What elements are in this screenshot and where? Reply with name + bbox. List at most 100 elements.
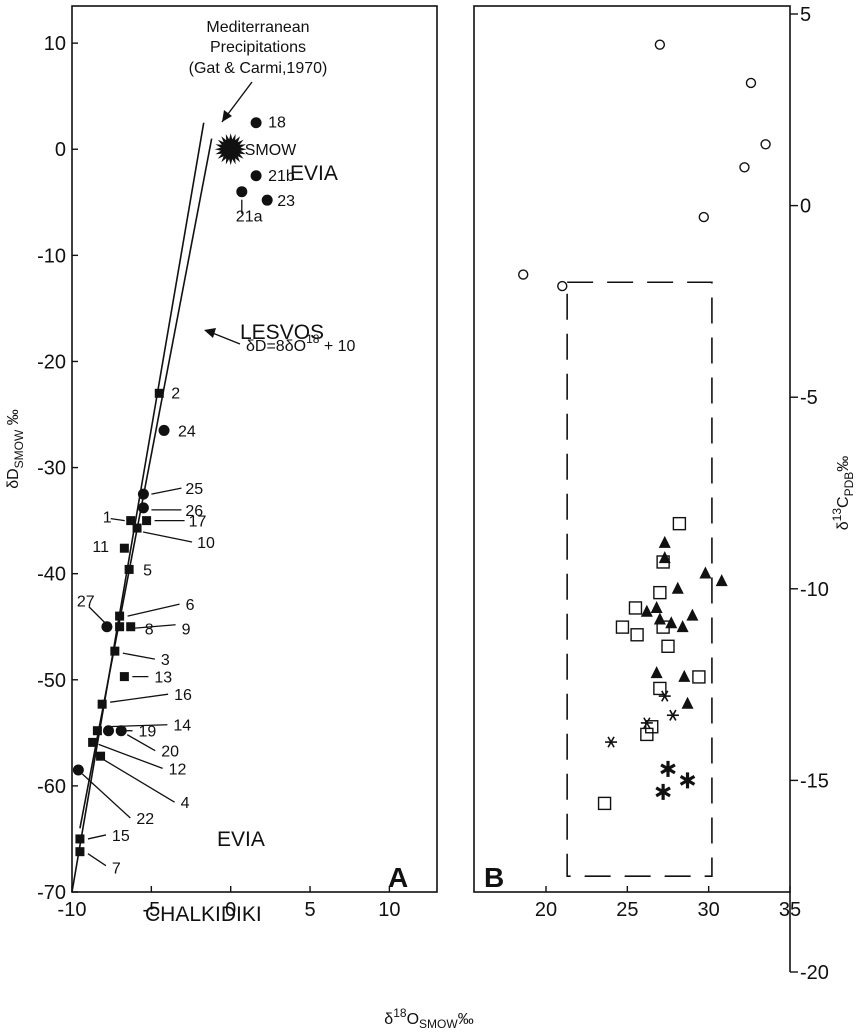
- smow-marker: [214, 133, 247, 166]
- data-point-filled-triangle: [715, 574, 728, 587]
- star-stroke: [643, 717, 651, 729]
- point-label-2: 2: [171, 385, 180, 402]
- star-stroke: [607, 736, 615, 748]
- leader-line-25: [151, 487, 182, 495]
- data-point-open-circle: [745, 77, 757, 89]
- data-point-filled-triangle: [640, 604, 653, 617]
- data-point-circle-25: [137, 488, 149, 500]
- x-tick-label-a: -10: [58, 899, 87, 921]
- x-tick-label-a: 10: [378, 899, 400, 921]
- data-point-square-3: [110, 646, 120, 656]
- y-tick-label-b: 0: [800, 196, 811, 218]
- y-tick-label-a: -50: [37, 670, 66, 692]
- point-label-13: 13: [154, 670, 172, 687]
- data-point-open-square: [597, 796, 612, 811]
- plot-frame-a: [71, 5, 438, 893]
- data-point-open-circle: [739, 162, 750, 173]
- leader-line-27: [88, 606, 106, 624]
- x-tick-label-b: 25: [616, 899, 638, 921]
- leader-line-15: [87, 834, 107, 840]
- region-label-3: CHALKIDIKI: [145, 903, 262, 926]
- data-point-open-square: [692, 670, 706, 684]
- smow-label: SMOW: [245, 142, 297, 159]
- mediterranean-label-line2: Precipitations: [210, 39, 306, 56]
- y-tick-label-b: -20: [800, 962, 829, 984]
- data-point-filled-triangle: [650, 600, 663, 613]
- data-point-filled-triangle: [671, 581, 684, 594]
- leader-line-14: [105, 724, 168, 728]
- data-point-square-8: [126, 622, 136, 632]
- panel-label-b: B: [484, 862, 504, 893]
- data-point-circle-19: [103, 725, 114, 737]
- data-point-circle-24: [158, 424, 170, 436]
- global-meteoric-water-line: [79, 138, 213, 829]
- point-label-14: 14: [173, 718, 191, 735]
- point-label-23: 23: [277, 193, 295, 210]
- point-label-4: 4: [181, 795, 190, 812]
- leader-line-1: [110, 517, 125, 522]
- mediterranean-precipitation-line: [71, 122, 205, 893]
- x-tick-label-a: 5: [304, 899, 315, 921]
- y-tick-label-a: 10: [44, 33, 66, 55]
- data-point-filled-triangle: [699, 566, 712, 579]
- data-point-filled-triangle: [650, 666, 663, 679]
- data-point-open-square: [645, 720, 659, 734]
- point-label-11: 11: [92, 539, 109, 556]
- data-point-circle-21a: [236, 186, 248, 198]
- leader-line-7: [87, 853, 107, 867]
- data-point-square-1: [126, 516, 136, 526]
- data-point-bold-asterisk: [660, 760, 676, 777]
- data-point-circle-23: [261, 194, 273, 206]
- data-point-open-square: [630, 628, 644, 642]
- plot-frame-b: [473, 5, 791, 893]
- x-tick-label-a: -5: [142, 899, 160, 921]
- mediterranean-arrowhead: [222, 110, 232, 122]
- data-point-square-6: [115, 611, 125, 621]
- leader-line-22: [81, 773, 131, 819]
- point-label-27: 27: [77, 594, 95, 611]
- data-point-open-circle: [557, 280, 568, 292]
- data-point-filled-triangle: [686, 608, 699, 621]
- meteoric-line-label: δD=8δO18 + 10: [246, 332, 356, 355]
- data-point-open-square: [628, 601, 643, 615]
- point-label-8: 8: [145, 622, 154, 639]
- y-tick-label-b: -15: [800, 770, 829, 792]
- y-tick-label-a: -20: [37, 351, 66, 373]
- data-point-bold-asterisk: [679, 772, 696, 789]
- mediterranean-label-line3: (Gat & Carmi,1970): [189, 60, 328, 77]
- leader-line-4: [104, 759, 175, 803]
- y-tick-label-a: -10: [37, 245, 66, 267]
- data-point-filled-triangle: [658, 535, 671, 548]
- leader-line-16: [110, 693, 169, 703]
- y-axis-label-a: δDSMOW ‰: [5, 409, 26, 489]
- y-tick-label-b: 5: [800, 4, 811, 26]
- point-label-21a: 21a: [236, 209, 263, 226]
- data-point-open-square: [640, 727, 654, 742]
- point-label-25: 25: [185, 481, 203, 498]
- x-axis-label: δ18OSMOW‰: [384, 1006, 473, 1031]
- meteoric-arrow-line: [209, 331, 241, 345]
- region-label-2: EVIA: [217, 828, 265, 851]
- data-point-square-16: [97, 699, 107, 709]
- data-point-filled-triangle: [678, 669, 691, 682]
- leader-line-3: [122, 652, 155, 660]
- data-point-bold-asterisk: [655, 783, 671, 800]
- data-point-filled-triangle: [665, 616, 678, 629]
- x-tick-label-a: 0: [225, 899, 236, 921]
- leader-line-10: [142, 531, 193, 543]
- point-label-20: 20: [161, 744, 179, 761]
- point-label-21b: 21b: [268, 168, 295, 185]
- data-point-open-circle: [518, 269, 529, 280]
- region-label-1: LESVOS: [240, 321, 324, 344]
- region-label-0: EVIA: [290, 162, 338, 185]
- leader-line-20: [126, 734, 156, 752]
- data-point-open-circle: [698, 211, 709, 223]
- point-label-9: 9: [182, 622, 191, 639]
- data-point-open-square: [661, 639, 675, 653]
- leader-line-6: [127, 603, 180, 617]
- y-tick-label-a: -60: [37, 776, 66, 798]
- data-point-open-square: [653, 585, 667, 600]
- y-axis-label-b: δ13CPDB‰: [830, 456, 856, 531]
- data-point-open-circle: [654, 39, 666, 50]
